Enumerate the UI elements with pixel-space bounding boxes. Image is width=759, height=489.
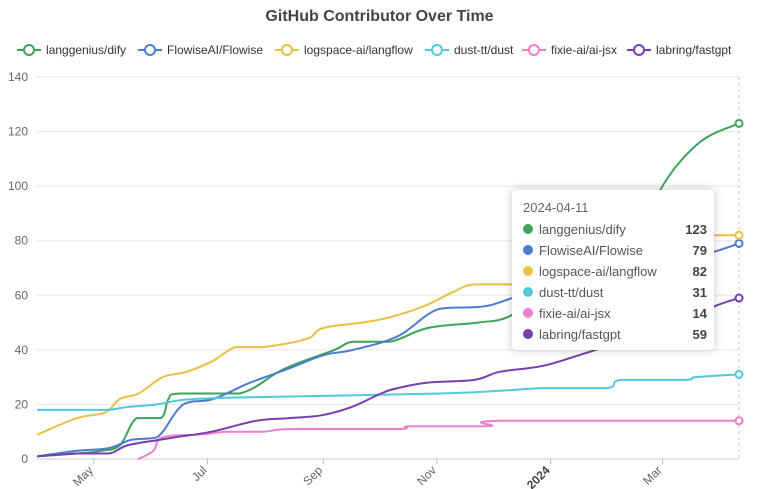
legend-line-icon: [138, 44, 162, 56]
series-line-fixie-ai-ai-jsx: [137, 419, 740, 460]
legend-label: dust-tt/dust: [454, 43, 514, 57]
y-tick-label: 0: [21, 452, 28, 466]
y-tick-label: 40: [15, 343, 29, 357]
tooltip-row-flowiseai-flowise: FlowiseAI/Flowise 79: [523, 240, 707, 260]
legend-item-fixie-ai-ai-jsx[interactable]: fixie-ai/ai-jsx: [522, 40, 617, 60]
legend: langgenius/dify FlowiseAI/Flowise logspa…: [0, 40, 759, 60]
legend-line-icon: [627, 44, 651, 56]
legend-item-labring-fastgpt[interactable]: labring/fastgpt: [627, 40, 731, 60]
tooltip-row-langgenius-dify: langgenius/dify 123: [523, 219, 707, 239]
tooltip-row-logspace-ai-langflow: logspace-ai/langflow 82: [523, 261, 707, 281]
y-tick-label: 100: [8, 179, 28, 193]
tooltip: 2024-04-11 langgenius/dify 123 FlowiseAI…: [512, 190, 714, 350]
y-tick-label: 80: [15, 234, 29, 248]
tooltip-series-name: fixie-ai/ai-jsx: [539, 305, 611, 321]
x-tick-label: May: [70, 463, 96, 489]
series-endpoint-logspace-ai-langflow: [734, 230, 744, 240]
legend-line-icon: [17, 44, 41, 56]
series-endpoint-dust-tt-dust: [734, 369, 744, 379]
tooltip-series-value: 82: [692, 263, 707, 279]
tooltip-series-name: FlowiseAI/Flowise: [539, 242, 644, 258]
tooltip-series-name: labring/fastgpt: [539, 326, 621, 342]
legend-item-flowiseai-flowise[interactable]: FlowiseAI/Flowise: [138, 40, 263, 60]
series-dot-icon: [523, 245, 533, 255]
tooltip-date: 2024-04-11: [523, 200, 589, 215]
legend-line-icon: [425, 44, 449, 56]
tooltip-series-value: 14: [692, 305, 707, 321]
series-endpoint-flowiseai-flowise: [734, 238, 744, 248]
series-dot-icon: [523, 329, 533, 339]
tooltip-series-name: dust-tt/dust: [539, 284, 604, 300]
legend-line-icon: [522, 44, 546, 56]
x-tick-label: Nov: [414, 463, 439, 488]
tooltip-series-value: 79: [692, 242, 707, 258]
tooltip-series-value: 123: [685, 221, 707, 237]
series-dot-icon: [523, 287, 533, 297]
y-tick-label: 60: [15, 288, 29, 302]
y-tick-label: 140: [8, 70, 28, 84]
tooltip-row-labring-fastgpt: labring/fastgpt 59: [523, 324, 707, 344]
series-endpoint-langgenius-dify: [734, 118, 744, 128]
legend-label: labring/fastgpt: [656, 43, 732, 57]
legend-label: langgenius/dify: [46, 43, 127, 57]
tooltip-series-name: langgenius/dify: [539, 221, 626, 237]
tooltip-series-value: 59: [692, 326, 707, 342]
legend-item-logspace-ai-langflow[interactable]: logspace-ai/langflow: [275, 40, 413, 60]
series-endpoint-fixie-ai-ai-jsx: [734, 416, 744, 426]
legend-line-icon: [275, 44, 299, 56]
tooltip-series-value: 31: [692, 284, 707, 300]
series-line-dust-tt-dust: [36, 373, 740, 411]
series-dot-icon: [523, 224, 533, 234]
tooltip-series-name: logspace-ai/langflow: [539, 263, 657, 279]
chart-title: GitHub Contributor Over Time: [265, 8, 494, 25]
x-tick-label: Mar: [640, 463, 665, 488]
x-tick-label: Sep: [300, 463, 325, 488]
tooltip-row-fixie-ai-ai-jsx: fixie-ai/ai-jsx 14: [523, 303, 707, 323]
x-tick-label: Jul: [189, 463, 210, 484]
series-dot-icon: [523, 308, 533, 318]
y-tick-label: 120: [8, 125, 28, 139]
legend-label: fixie-ai/ai-jsx: [551, 43, 618, 57]
y-tick-label: 20: [15, 397, 29, 411]
end-points: [734, 118, 744, 426]
tooltip-row-dust-tt-dust: dust-tt/dust 31: [523, 282, 707, 302]
x-tick-label: 2024: [524, 463, 553, 489]
legend-item-dust-tt-dust[interactable]: dust-tt/dust: [425, 40, 513, 60]
series-dot-icon: [523, 266, 533, 276]
series-endpoint-labring-fastgpt: [734, 293, 744, 303]
legend-item-langgenius-dify[interactable]: langgenius/dify: [17, 40, 126, 60]
legend-label: FlowiseAI/Flowise: [167, 43, 264, 57]
legend-label: logspace-ai/langflow: [304, 43, 413, 57]
